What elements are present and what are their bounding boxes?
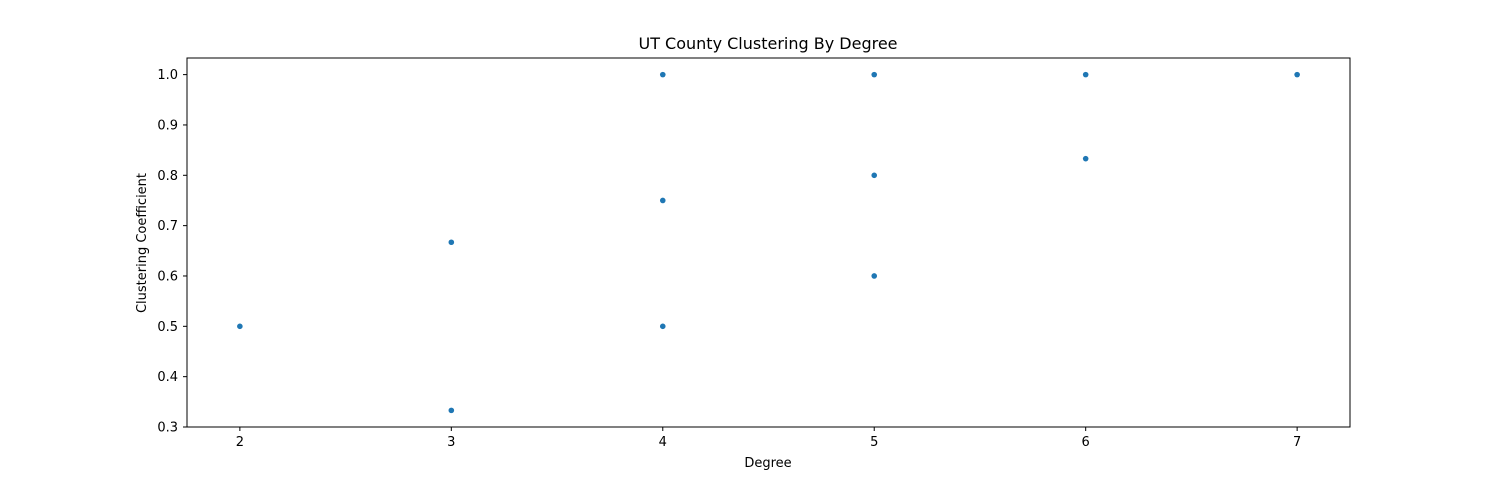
data-point [659, 197, 666, 204]
y-axis: 0.3 0.4 0.5 0.6 0.7 0.8 0.9 1.0 [157, 68, 187, 436]
data-point [1082, 71, 1089, 78]
x-tick-label: 4 [659, 435, 667, 450]
y-tick-label: 0.5 [157, 320, 178, 335]
y-tick-label: 0.6 [157, 269, 178, 284]
data-point [871, 273, 878, 279]
data-points [237, 71, 1300, 414]
chart-title: UT County Clustering By Degree [638, 34, 897, 53]
data-point [448, 239, 455, 246]
data-point [1294, 71, 1300, 78]
y-tick-label: 0.3 [157, 421, 178, 436]
x-axis-label: Degree [744, 456, 791, 471]
y-tick-label: 0.9 [157, 118, 178, 133]
y-tick-label: 0.4 [157, 370, 178, 385]
data-point [1082, 155, 1089, 162]
x-tick-label: 5 [870, 435, 878, 450]
x-axis: 2 3 4 5 6 7 [236, 427, 1301, 450]
data-point [237, 323, 243, 330]
data-point [659, 71, 666, 78]
x-tick-label: 7 [1293, 435, 1301, 450]
data-point [448, 407, 455, 414]
x-tick-label: 6 [1082, 435, 1090, 450]
y-tick-label: 0.8 [157, 169, 178, 184]
data-point [871, 71, 878, 78]
data-point [659, 323, 666, 330]
plot-area [186, 57, 1351, 428]
x-tick-label: 3 [447, 435, 455, 450]
y-axis-label: Clustering Coefficient [135, 173, 150, 313]
y-tick-label: 0.7 [157, 219, 178, 234]
data-point [871, 172, 878, 179]
y-tick-label: 1.0 [157, 68, 178, 83]
x-tick-label: 2 [236, 435, 244, 450]
